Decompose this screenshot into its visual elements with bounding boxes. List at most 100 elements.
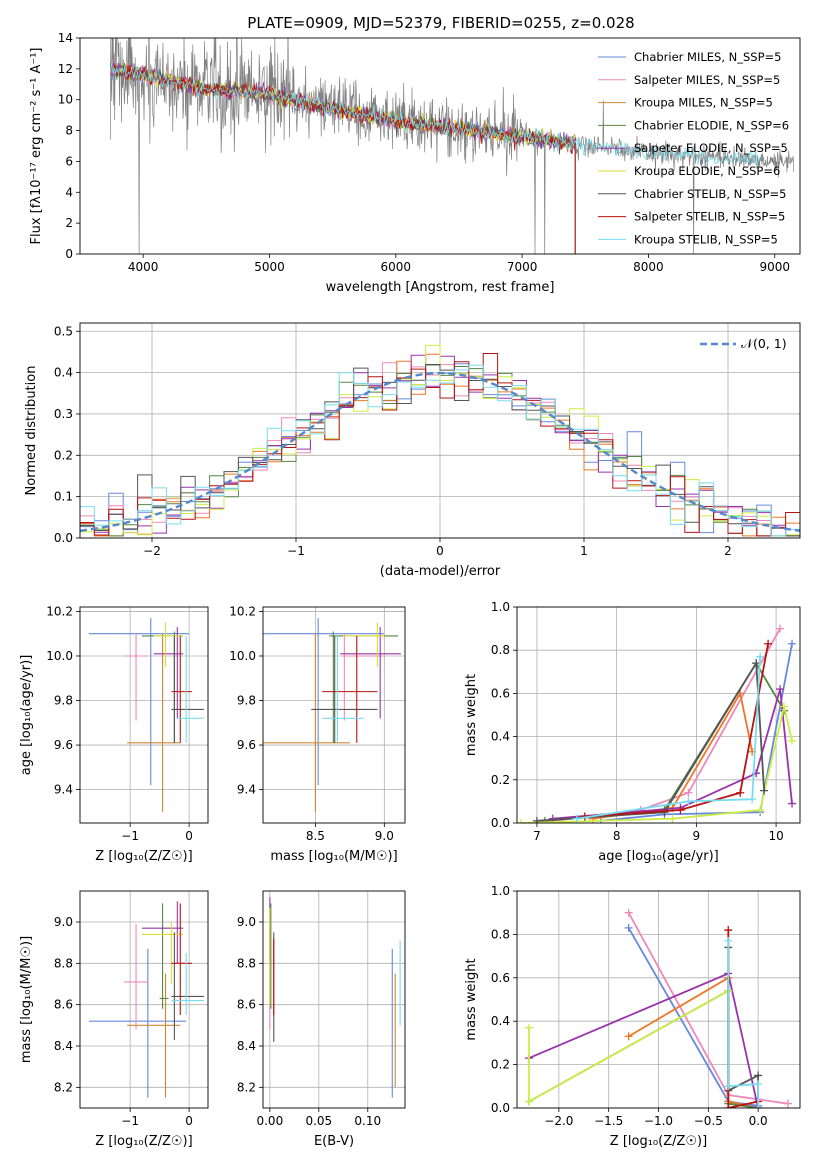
mass_z-xtick-label: −1 bbox=[121, 1114, 139, 1128]
mass_ebv-xtick-label: 0.05 bbox=[305, 1114, 332, 1128]
w_age-marker bbox=[668, 814, 677, 823]
spectrum-bg bbox=[80, 38, 800, 254]
axis-text: 4000 5000 6000 7000 8000 900002468101214wavel… bbox=[19, 31, 790, 1149]
w_age-marker bbox=[684, 797, 693, 806]
mass_ebv-xtick-label: 0.00 bbox=[256, 1114, 283, 1128]
age_mass-ytick-label: 10.2 bbox=[229, 604, 256, 618]
spectrum-model-line bbox=[109, 64, 576, 254]
age_mass-xlabel: mass [log₁₀(M/M☉)] bbox=[270, 849, 397, 864]
w_age-ylabel: mass weight bbox=[464, 674, 479, 756]
w_age-ytick-label: 0.6 bbox=[491, 686, 510, 700]
spectrum-data-line bbox=[109, 38, 795, 254]
figure-title: PLATE=0909, MJD=52379, FIBERID=0255, z=0… bbox=[247, 14, 634, 32]
mass_z-ytick-label: 9.0 bbox=[54, 915, 73, 929]
w_z-marks bbox=[524, 908, 793, 1108]
w_z-marker bbox=[724, 926, 733, 935]
w_age-marker bbox=[660, 808, 669, 817]
mass_z-ytick-label: 8.4 bbox=[54, 1039, 73, 1053]
spectrum-frame bbox=[79, 37, 801, 255]
residuals-xtick-label: 2 bbox=[724, 544, 732, 558]
mass_ebv-marks bbox=[269, 897, 401, 1098]
mass_z-ylabel: mass [log₁₀(M/M☉)] bbox=[19, 936, 34, 1063]
mass_z-ytick-label: 8.8 bbox=[54, 956, 73, 970]
w_z-series-line bbox=[727, 940, 759, 1108]
w_z-xtick-label: −1.0 bbox=[644, 1114, 673, 1128]
normal-curve bbox=[80, 371, 800, 532]
age_z-ytick-label: 9.6 bbox=[54, 738, 73, 752]
w_z-marker bbox=[724, 1082, 733, 1091]
spectrum-legend-label: Kroupa STELIB, N_SSP=5 bbox=[634, 232, 778, 246]
residuals-ytick-label: 0.3 bbox=[54, 407, 73, 421]
w_age-series-line bbox=[600, 643, 793, 822]
age_z-ytick-label: 10.2 bbox=[46, 604, 73, 618]
w_age-ytick-label: 0.4 bbox=[491, 730, 510, 744]
w_age-ytick-label: 0.8 bbox=[491, 643, 510, 657]
w_age-marker bbox=[752, 659, 761, 668]
w_z-xtick-label: −1.5 bbox=[594, 1114, 623, 1128]
mass_ebv-ytick-label: 8.4 bbox=[237, 1039, 256, 1053]
w_z-marker bbox=[784, 1099, 793, 1108]
spectrum-ytick-label: 8 bbox=[65, 124, 73, 138]
plot-marks bbox=[80, 38, 800, 1108]
mass_ebv-bg bbox=[263, 891, 405, 1108]
w_z-xtick-label: −2.0 bbox=[544, 1114, 573, 1128]
age_mass-ytick-label: 9.8 bbox=[237, 694, 256, 708]
w_z-series-line bbox=[627, 912, 789, 1105]
w_age-xtick-label: 10 bbox=[768, 829, 783, 843]
age_z-marks bbox=[88, 618, 204, 812]
residuals-ytick-label: 0.5 bbox=[54, 324, 73, 338]
mass_ebv-ytick-label: 8.6 bbox=[237, 998, 256, 1012]
spectrum-ytick-label: 6 bbox=[65, 154, 73, 168]
w_z-ytick-label: 0.0 bbox=[491, 1101, 510, 1115]
residuals-ytick-label: 0.2 bbox=[54, 448, 73, 462]
residuals-xtick-label: 0 bbox=[436, 544, 444, 558]
w_age-marker bbox=[776, 624, 785, 633]
w_age-marker bbox=[760, 786, 769, 795]
residual-histogram bbox=[80, 344, 800, 537]
w_z-xtick-label: −0.5 bbox=[694, 1114, 723, 1128]
age_z-ytick-label: 10.0 bbox=[46, 649, 73, 663]
residual-legend-label: 𝒩(0, 1) bbox=[741, 336, 787, 351]
age_mass-marks bbox=[263, 618, 401, 812]
age_mass-ytick-label: 9.4 bbox=[237, 783, 256, 797]
w_z-marker bbox=[754, 1080, 763, 1089]
spectrum-xtick-label: 5000 bbox=[254, 260, 285, 274]
residuals-xtick-label: −2 bbox=[143, 544, 161, 558]
mass_z-marks bbox=[88, 901, 204, 1098]
residual-histogram bbox=[80, 364, 800, 537]
spectrum-ytick-label: 0 bbox=[65, 247, 73, 261]
w_age-marker bbox=[780, 702, 789, 711]
spectrum-ytick-label: 10 bbox=[58, 93, 73, 107]
age_mass-xtick-label: 8.5 bbox=[306, 829, 325, 843]
residuals-xlabel: (data-model)/error bbox=[380, 564, 501, 579]
w_age-frame bbox=[516, 606, 801, 824]
residuals-ytick-label: 0.0 bbox=[54, 531, 73, 545]
spectrum-ytick-label: 2 bbox=[65, 216, 73, 230]
residuals-ytick-label: 0.1 bbox=[54, 490, 73, 504]
w_age-marker bbox=[572, 814, 581, 823]
spectrum-model-line bbox=[109, 64, 576, 254]
w_z-ytick-label: 0.6 bbox=[491, 971, 510, 985]
w_age-marks bbox=[517, 624, 797, 823]
spectrum-xtick-label: 7000 bbox=[507, 260, 538, 274]
w_z-marker bbox=[724, 1104, 733, 1108]
w_age-marker bbox=[788, 736, 797, 745]
age_z-ytick-label: 9.8 bbox=[54, 694, 73, 708]
spectrum-legend-label: Chabrier STELIB, N_SSP=5 bbox=[634, 187, 786, 201]
w_age-xtick-label: 7 bbox=[533, 829, 541, 843]
axes bbox=[76, 37, 801, 1112]
age_z-xlabel: Z [log₁₀(Z/Z☉)] bbox=[95, 849, 192, 864]
w_age-ytick-label: 0.2 bbox=[491, 773, 510, 787]
w_age-marker bbox=[756, 652, 765, 661]
w_z-marker bbox=[624, 908, 633, 917]
w_age-ytick-label: 1.0 bbox=[491, 600, 510, 614]
residuals-xtick-label: −1 bbox=[287, 544, 305, 558]
spectrum-marks bbox=[109, 38, 795, 254]
w_age-marker bbox=[788, 639, 797, 648]
spectrum-legend-label: Kroupa ELODIE, N_SSP=6 bbox=[634, 164, 780, 178]
w_z-ytick-label: 1.0 bbox=[491, 884, 510, 898]
mass_ebv-xtick-label: 0.10 bbox=[354, 1114, 381, 1128]
w_age-marker bbox=[756, 806, 765, 815]
age_mass-ytick-label: 9.6 bbox=[237, 738, 256, 752]
